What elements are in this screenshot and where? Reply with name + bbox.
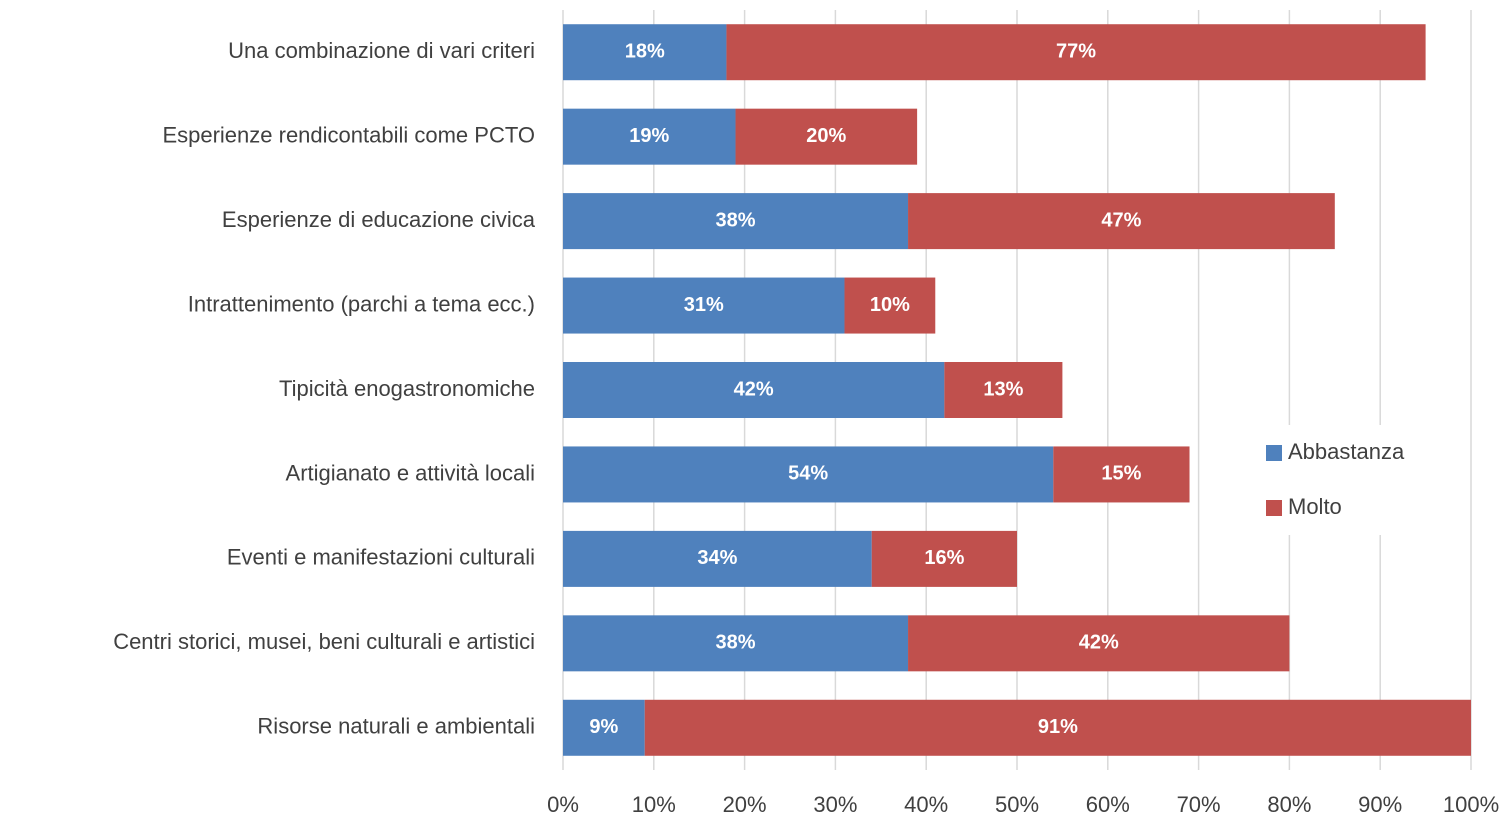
x-tick-label: 20% (723, 792, 767, 817)
legend: Abbastanza Molto (1258, 425, 1433, 535)
y-tick-label: Esperienze rendicontabili come PCTO (162, 122, 535, 147)
data-label: 91% (1038, 716, 1078, 738)
x-tick-label: 40% (904, 792, 948, 817)
bar-segment (563, 615, 909, 672)
data-label: 47% (1101, 209, 1141, 231)
x-tick-label: 80% (1267, 792, 1311, 817)
bar-segment (563, 108, 736, 165)
data-label: 42% (1079, 632, 1119, 654)
y-tick-label: Artigianato e attività locali (286, 460, 535, 485)
bar-segment (1053, 446, 1190, 503)
bar-segment (563, 362, 945, 418)
bar-segment (563, 193, 909, 250)
legend-label: Molto (1288, 494, 1342, 519)
y-tick-label: Risorse naturali e ambientali (257, 714, 535, 739)
y-tick-label: Una combinazione di vari criteri (228, 38, 535, 63)
y-tick-label: Eventi e manifestazioni culturali (227, 545, 535, 570)
bar-segment (563, 530, 872, 587)
x-tick-label: 10% (632, 792, 676, 817)
bar-segment (908, 193, 1335, 250)
bar-segment (908, 615, 1290, 672)
data-label: 16% (924, 547, 964, 569)
bar-segment (563, 277, 845, 334)
legend-swatch (1266, 445, 1282, 461)
bar-segment (871, 530, 1017, 587)
x-tick-label: 50% (995, 792, 1039, 817)
data-label: 10% (870, 294, 910, 316)
data-label: 18% (625, 41, 665, 63)
bar-segment (563, 24, 727, 81)
x-tick-label: 60% (1086, 792, 1130, 817)
y-tick-label: Intrattenimento (parchi a tema ecc.) (188, 291, 535, 316)
data-label: 31% (684, 294, 724, 316)
y-tick-label: Esperienze di educazione civica (222, 207, 536, 232)
bar-segment (735, 108, 918, 165)
data-label: 20% (806, 125, 846, 147)
bar-segment (644, 699, 1471, 756)
legend-background (1258, 425, 1433, 535)
data-label: 38% (716, 209, 756, 231)
bar-segment (844, 277, 936, 334)
x-tick-label: 30% (813, 792, 857, 817)
bar-segment (944, 362, 1063, 418)
x-tick-label: 70% (1177, 792, 1221, 817)
data-label: 34% (697, 547, 737, 569)
y-tick-label: Centri storici, musei, beni culturali e … (113, 629, 535, 654)
data-label: 19% (629, 125, 669, 147)
legend-swatch (1266, 500, 1282, 516)
x-tick-label: 100% (1443, 792, 1499, 817)
data-label: 15% (1101, 463, 1141, 485)
bar-segment (563, 446, 1054, 503)
data-label: 38% (716, 632, 756, 654)
legend-label: Abbastanza (1288, 439, 1405, 464)
y-tick-label: Tipicità enogastronomiche (279, 376, 535, 401)
data-label: 77% (1056, 41, 1096, 63)
x-tick-label: 90% (1358, 792, 1402, 817)
data-label: 54% (788, 463, 828, 485)
bar-segment (726, 24, 1426, 81)
data-label: 9% (589, 716, 618, 738)
x-tick-label: 0% (547, 792, 579, 817)
data-label: 13% (983, 378, 1023, 400)
data-label: 42% (734, 378, 774, 400)
bar-segment (563, 699, 645, 756)
